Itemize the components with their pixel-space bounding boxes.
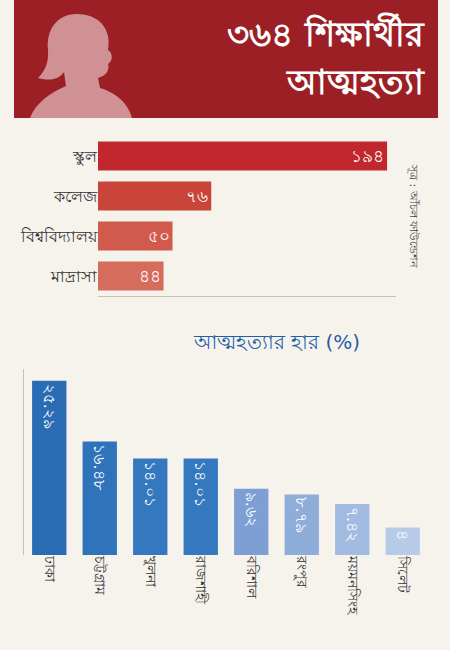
svg-text:ময়মনসিংহ: ময়মনসিংহ (345, 555, 361, 615)
svg-text:৮.৭৯: ৮.৭৯ (292, 497, 311, 532)
svg-text:৪৪: ৪৪ (139, 266, 161, 286)
svg-text:চট্টগ্রাম: চট্টগ্রাম (92, 555, 108, 595)
svg-text:১৪.০১: ১৪.০১ (141, 461, 160, 506)
svg-text:৪: ৪ (393, 530, 412, 540)
svg-text:রংপুর: রংপুর (293, 555, 310, 588)
svg-text:ঢাকা: ঢাকা (42, 555, 58, 583)
svg-text:খুলনা: খুলনা (143, 556, 159, 588)
html-text:৩৬৪ শিক্ষার্থীর আত্মহত্যা: ৩৬৪ শিক্ষার্থীর আত্মহত্যা (227, 14, 424, 102)
svg-text:২৫.২৯: ২৫.২৯ (40, 384, 59, 429)
svg-text:বরিশাল: বরিশাল (244, 555, 260, 599)
svg-text:৭৬: ৭৬ (186, 186, 208, 206)
svg-text:বিশ্ববিদ্যালয়: বিশ্ববিদ্যালয় (20, 227, 98, 246)
svg-text:৭.৪২: ৭.৪২ (343, 507, 362, 542)
svg-text:১৪.০১: ১৪.০১ (191, 461, 210, 506)
svg-text:১৬.৪৮: ১৬.৪৮ (90, 444, 109, 490)
svg-text:সূত্র : আঁচল ফাউন্ডেশন: সূত্র : আঁচল ফাউন্ডেশন (407, 164, 421, 268)
svg-text:১৯৪: ১৯৪ (351, 146, 384, 166)
svg-text:স্কুল: স্কুল (72, 147, 98, 166)
svg-text:মাদ্রাসা: মাদ্রাসা (50, 267, 97, 286)
svg-text:কলেজ: কলেজ (53, 187, 98, 206)
svg-text:রাজশাহী: রাজশাহী (193, 555, 209, 605)
svg-text:সিলেট: সিলেট (395, 555, 411, 593)
svg-text:৯.৬২: ৯.৬২ (242, 492, 261, 527)
svg-text:৫০: ৫০ (148, 226, 170, 246)
svg-text:আত্মহত্যার হার (%): আত্মহত্যার হার (%) (193, 330, 360, 354)
